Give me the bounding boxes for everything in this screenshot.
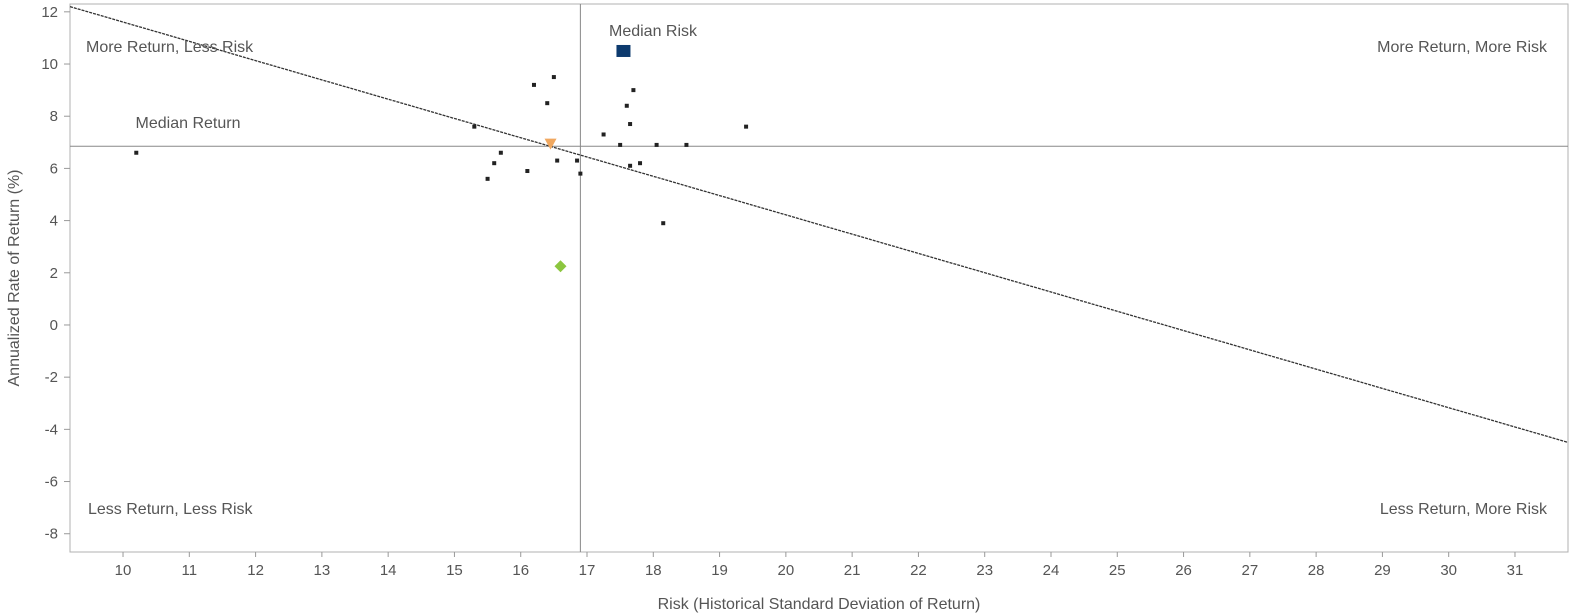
peer-point [531,82,536,87]
peer-point [684,142,689,147]
peer-point [638,161,643,166]
x-tick-label: 29 [1374,562,1391,579]
x-axis-ticks: 10 11 12 13 14 15 16 17 18 19 20 21 22 23 24 25 26 27 28 29… [115,552,1524,579]
peer-point [631,88,636,93]
peer-point [472,124,477,129]
x-tick-label: 26 [1175,562,1192,579]
highlighted-points-group [544,44,631,273]
quadrant-label-bottom-left: Less Return, Less Risk [88,501,254,518]
peer-point [525,169,530,174]
peer-point [498,150,503,155]
x-tick-label: 18 [645,562,662,579]
y-axis-title: Annualized Rate of Return (%) [6,170,23,387]
peer-point [485,176,490,181]
y-tick-label: -8 [45,526,58,543]
x-tick-label: 11 [182,562,198,579]
peer-point [654,142,659,147]
y-tick-label: 6 [50,160,58,177]
x-tick-label: 23 [976,562,993,579]
median-risk-label: Median Risk [609,23,698,40]
y-tick-label: 2 [50,265,58,282]
x-axis-title: Risk (Historical Standard Deviation of R… [658,596,981,613]
x-tick-label: 24 [1043,562,1060,579]
highlight-triangle-point [544,138,557,150]
y-tick-label: -4 [45,421,58,438]
x-tick-label: 10 [115,562,132,579]
x-tick-label: 21 [844,562,861,579]
peer-point [744,124,749,129]
peer-point [134,150,139,155]
peer-point [578,171,583,176]
highlight-diamond-point [554,260,567,273]
x-tick-label: 16 [512,562,529,579]
x-tick-label: 28 [1308,562,1325,579]
x-tick-label: 20 [778,562,795,579]
trend-line [69,5,1569,444]
peer-point [661,221,666,226]
peer-point [624,103,629,108]
y-tick-label: -2 [45,369,58,386]
x-tick-label: 22 [910,562,927,579]
x-tick-label: 13 [314,562,331,579]
y-axis-ticks: 12 10 8 6 4 2 0 -2 -4 -6 -8 [41,4,70,543]
peer-points-group [134,75,749,226]
x-tick-label: 27 [1241,562,1258,579]
quadrant-label-top-left: More Return, Less Risk [86,39,254,56]
peer-point [555,158,560,163]
median-return-label: Median Return [136,115,241,132]
peer-point [492,161,497,166]
quadrant-label-bottom-right: Less Return, More Risk [1380,501,1548,518]
x-tick-label: 30 [1440,562,1457,579]
x-tick-label: 12 [247,562,264,579]
y-tick-label: -6 [45,474,58,491]
peer-point [628,122,633,127]
x-tick-label: 14 [380,562,397,579]
peer-point [551,75,556,80]
y-tick-label: 8 [50,108,58,125]
x-tick-label: 15 [446,562,463,579]
x-tick-label: 19 [711,562,728,579]
x-tick-label: 17 [579,562,596,579]
peer-point [601,132,606,137]
x-tick-label: 25 [1109,562,1126,579]
y-tick-label: 4 [50,213,58,230]
peer-point [575,158,580,163]
highlight-square-point [616,44,631,57]
peer-point [628,163,633,168]
y-tick-label: 12 [41,4,58,21]
peer-point [618,142,623,147]
y-tick-label: 10 [41,56,58,73]
plot-area-frame [69,3,1569,553]
quadrant-label-top-right: More Return, More Risk [1377,39,1548,56]
y-tick-label: 0 [50,317,58,334]
x-tick-label: 31 [1507,562,1524,579]
peer-point [545,101,550,106]
